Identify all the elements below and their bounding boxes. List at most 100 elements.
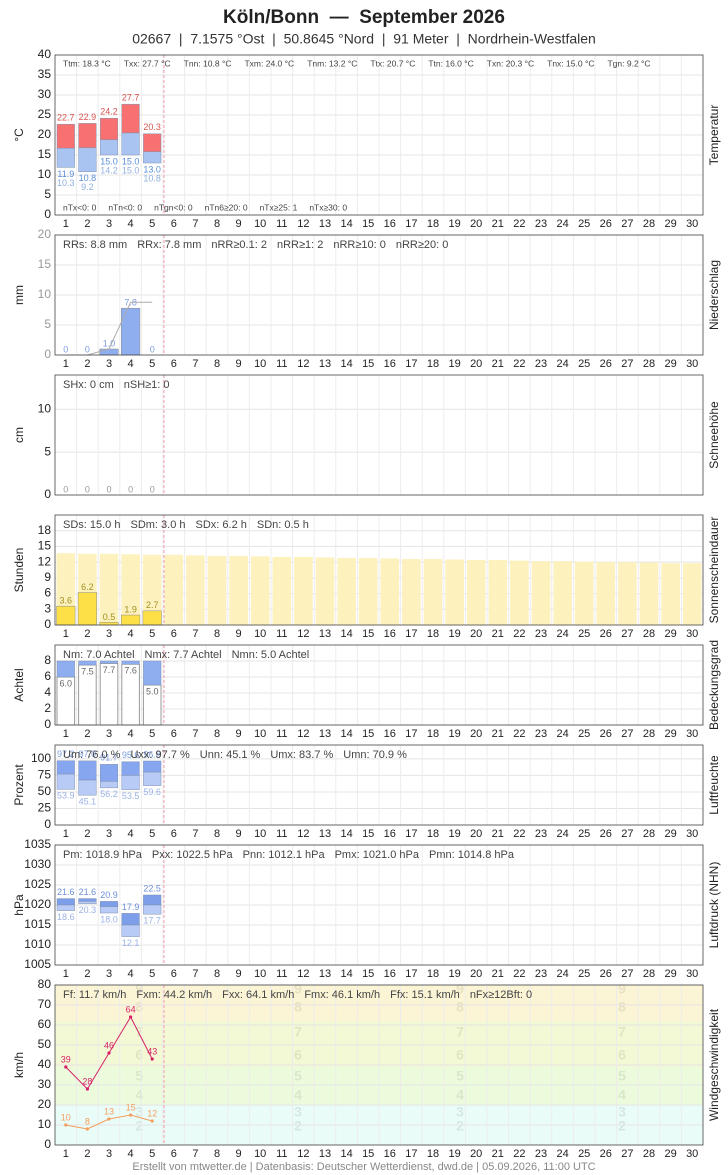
y-tick-label: 50 — [38, 1037, 52, 1051]
stat: SDm: 3.0 h — [130, 519, 185, 531]
value-label: 11.9 — [57, 169, 74, 179]
x-tick-label: 1 — [63, 1148, 69, 1160]
range-bar — [121, 924, 140, 937]
y-tick-label: 1020 — [24, 897, 51, 911]
point — [85, 1127, 89, 1131]
x-tick-label: 28 — [643, 828, 655, 840]
x-tick-label: 9 — [236, 828, 242, 840]
bar — [618, 562, 637, 625]
x-tick-label: 6 — [171, 828, 177, 840]
value-label: 7.6 — [124, 666, 137, 676]
bar — [121, 554, 140, 625]
value-label: 24.2 — [100, 107, 118, 117]
y-tick-label: 0 — [44, 617, 51, 631]
x-tick-label: 7 — [192, 358, 198, 370]
x-tick-label: 29 — [664, 358, 676, 370]
beaufort-label: 7 — [135, 1024, 143, 1040]
stat: RRs: 8.8 mm — [63, 239, 127, 251]
y-tick-label: 25 — [38, 107, 52, 121]
x-tick-label: 24 — [556, 828, 568, 840]
x-tick-label: 22 — [513, 1148, 525, 1160]
x-tick-label: 18 — [427, 1148, 439, 1160]
x-tick-label: 11 — [276, 628, 287, 640]
range-bar — [99, 906, 119, 914]
x-tick-label: 29 — [664, 828, 676, 840]
bar — [207, 555, 227, 625]
x-tick-label: 10 — [254, 1148, 266, 1160]
x-tick-label: 12 — [297, 828, 309, 840]
x-tick-label: 4 — [128, 728, 134, 740]
bar — [531, 561, 551, 625]
x-tick-label: 4 — [128, 1148, 134, 1160]
beaufort-label: 3 — [135, 1104, 143, 1120]
x-tick-label: 16 — [384, 728, 396, 740]
x-tick-label: 15 — [362, 628, 374, 640]
plot-frame — [54, 514, 704, 626]
x-tick-label: 26 — [600, 218, 612, 230]
x-tick-label: 21 — [492, 728, 504, 740]
x-tick-label: 19 — [448, 728, 460, 740]
stat: nTx≥30: 0 — [309, 202, 347, 212]
stat: Pxx: 1022.5 hPa — [152, 849, 234, 861]
x-tick-label: 11 — [276, 1148, 287, 1160]
range-bar — [143, 660, 162, 686]
side-label: Bedeckungsgrad — [707, 640, 721, 730]
y-tick-label: 35 — [38, 67, 52, 81]
side-label: Luftdruck (NHN) — [707, 862, 721, 949]
x-tick-label: 17 — [405, 828, 417, 840]
beaufort-label: 9 — [618, 981, 626, 997]
x-tick-label: 25 — [578, 358, 590, 370]
x-tick-label: 17 — [405, 218, 417, 230]
beaufort-label: 3 — [618, 1104, 626, 1120]
y-tick-label: 5 — [44, 444, 51, 458]
x-tick-label: 13 — [319, 968, 331, 980]
bar — [661, 563, 680, 625]
x-tick-label: 27 — [621, 728, 633, 740]
stat: SHx: 0 cm — [63, 379, 114, 391]
value-label: 18.6 — [57, 912, 75, 922]
range-bar — [99, 117, 119, 141]
beaufort-label: 4 — [456, 1087, 464, 1103]
beaufort-label: 7 — [456, 1024, 464, 1040]
beaufort-label: 5 — [456, 1068, 464, 1084]
x-tick-label: 10 — [254, 828, 266, 840]
y-tick-label: 1025 — [24, 877, 51, 891]
point — [64, 1065, 68, 1069]
x-tick-label: 27 — [621, 1148, 633, 1160]
x-tick-label: 11 — [276, 728, 287, 740]
value-label: 22.7 — [57, 113, 75, 123]
value-label: 0 — [63, 484, 68, 494]
x-tick-label: 5 — [149, 1148, 155, 1160]
value-label: 13 — [104, 1106, 114, 1116]
x-tick-label: 22 — [513, 968, 525, 980]
y-tick-label: 9 — [44, 570, 51, 584]
stat: Pmx: 1021.0 hPa — [335, 849, 420, 861]
value-label: 0 — [150, 484, 155, 494]
y-tick-label: 30 — [38, 1077, 52, 1091]
x-tick-label: 20 — [470, 828, 482, 840]
x-tick-label: 12 — [297, 218, 309, 230]
stat: nTx<0: 0 — [63, 202, 97, 212]
y-tick-label: 5 — [44, 187, 51, 201]
x-tick-label: 14 — [340, 728, 352, 740]
x-tick-label: 23 — [535, 218, 547, 230]
subtitle: 02667 | 7.1575 °Ost | 50.8645 °Nord | 91… — [132, 31, 596, 47]
beaufort-label: 8 — [294, 999, 302, 1015]
x-tick-label: 15 — [362, 358, 374, 370]
x-tick-label: 4 — [128, 628, 134, 640]
range-bar — [56, 773, 75, 790]
range-bar — [99, 660, 119, 664]
value-label: 20.9 — [100, 890, 118, 900]
stat: Fmx: 46.1 km/h — [304, 989, 380, 1001]
y-axis-label: Stunden — [12, 548, 26, 593]
x-tick-label: 3 — [106, 628, 112, 640]
x-tick-label: 9 — [236, 728, 242, 740]
x-tick-label: 20 — [470, 218, 482, 230]
bar — [574, 561, 594, 625]
x-tick-label: 15 — [362, 728, 374, 740]
range-bar — [78, 779, 97, 796]
x-tick-label: 25 — [578, 968, 590, 980]
beaufort-label: 5 — [294, 1068, 302, 1084]
side-label: Sonnenscheindauer — [707, 517, 721, 624]
bar — [56, 605, 76, 626]
